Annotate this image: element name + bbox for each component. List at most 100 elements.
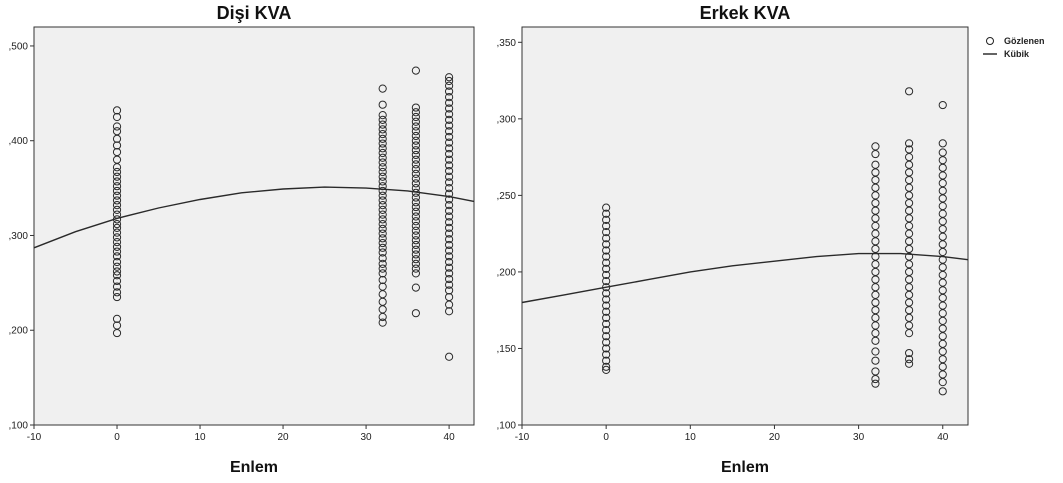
scatter-point <box>444 161 454 170</box>
x-tick-label: 10 <box>194 432 206 443</box>
scatter-point <box>602 362 611 371</box>
scatter-point <box>378 153 387 162</box>
scatter-point <box>602 307 611 316</box>
scatter-point <box>411 250 420 259</box>
legend-cubic-label: Kübik <box>1004 49 1030 59</box>
scatter-point <box>444 195 454 204</box>
x-axis-left: -10 0 10 20 30 40 <box>27 425 455 443</box>
scatter-point <box>378 167 387 177</box>
scatter-point <box>378 115 387 124</box>
scatter-point <box>444 155 454 164</box>
cubic-fit-line <box>33 186 475 249</box>
scatter-point <box>602 228 611 237</box>
scatter-point <box>444 201 454 210</box>
scatter-point <box>411 108 420 117</box>
scatter-point <box>378 238 387 248</box>
x-axis-label-left: Enlem <box>230 459 278 476</box>
scatter-point <box>112 267 122 276</box>
scatter-point <box>871 379 880 388</box>
x-tick-label: 10 <box>685 432 697 443</box>
scatter-point <box>411 193 420 202</box>
scatter-point <box>444 132 454 142</box>
scatter-point <box>411 165 420 174</box>
x-tick-label: -10 <box>27 432 42 443</box>
scatter-point <box>602 234 611 243</box>
scatter-point <box>602 319 611 329</box>
scatter-point <box>378 100 387 109</box>
scatter-point <box>444 87 454 96</box>
scatter-point <box>378 111 387 120</box>
scatter-point <box>602 209 611 218</box>
cubic-fit-line <box>521 252 969 304</box>
scatter-point <box>602 246 611 255</box>
scatter-point <box>444 138 454 147</box>
y-tick-label: ,100 <box>497 421 517 432</box>
scatter-point <box>871 142 880 151</box>
scatter-point <box>112 220 122 229</box>
scatter-point <box>112 242 122 251</box>
scatter-point <box>411 226 420 235</box>
scatter-point <box>411 141 420 150</box>
scatter-point <box>378 201 387 210</box>
scatter-point <box>444 81 454 90</box>
scatter-point <box>444 218 454 227</box>
scatter-point <box>378 177 387 186</box>
scatter-point <box>378 210 387 219</box>
scatter-point <box>378 163 387 172</box>
scatter-point <box>112 223 122 232</box>
scatter-point <box>411 198 420 207</box>
scatter-point <box>112 147 122 157</box>
scatter-point <box>112 127 122 136</box>
scatter-point <box>112 257 122 267</box>
scatter-point <box>602 350 611 359</box>
scatter-point <box>444 127 454 136</box>
cubic-curve-right <box>521 252 969 304</box>
x-tick-label: 20 <box>277 432 289 443</box>
scatter-point <box>411 207 420 216</box>
scatter-point <box>112 191 122 200</box>
scatter-point <box>378 139 387 148</box>
x-tick-label: -10 <box>515 432 530 443</box>
scatter-point <box>602 325 611 335</box>
scatter-point <box>112 112 122 122</box>
scatter-point <box>112 186 122 196</box>
scatter-point <box>411 212 420 221</box>
scatter-point <box>444 121 454 130</box>
scatter-point <box>378 275 387 285</box>
scatter-point <box>378 224 387 233</box>
scatter-point <box>411 103 420 112</box>
scatter-point <box>444 206 454 215</box>
y-tick-label: ,100 <box>9 421 29 432</box>
chart-title-left: Dişi KVA <box>217 3 292 23</box>
scatter-point <box>112 172 122 181</box>
scatter-point <box>378 134 387 143</box>
x-tick-label: 30 <box>361 432 373 443</box>
scatter-point <box>112 177 122 186</box>
scatter-point <box>602 332 611 341</box>
cubic-curve-left <box>33 186 475 249</box>
scatter-point <box>904 348 914 358</box>
scatter-point <box>602 365 611 374</box>
y-axis-right: ,100 ,150 ,200 ,250 ,300 ,350 <box>497 38 522 432</box>
scatter-point <box>411 117 420 126</box>
scatter-point <box>411 255 420 264</box>
scatter-point <box>904 139 914 148</box>
scatter-point <box>602 301 611 310</box>
scatter-point <box>904 87 914 96</box>
scatter-point <box>444 257 454 267</box>
scatter-point <box>378 172 387 181</box>
scatter-point <box>602 203 611 212</box>
scatter-point <box>378 220 387 229</box>
scatter-point <box>602 221 611 231</box>
scatter-point <box>112 141 122 150</box>
scatter-point <box>444 149 454 159</box>
scatter-point <box>112 288 122 297</box>
scatter-point <box>411 127 420 136</box>
scatter-point <box>378 264 387 273</box>
scatter-point <box>112 167 122 177</box>
scatter-point <box>411 131 420 141</box>
scatter-point <box>444 212 454 221</box>
scatter-point <box>444 93 454 102</box>
chart-left: Dişi KVA Enlem ,100 ,200 ,300 ,400 ,500 -10 0… <box>9 3 475 476</box>
scatter-point <box>112 196 122 205</box>
